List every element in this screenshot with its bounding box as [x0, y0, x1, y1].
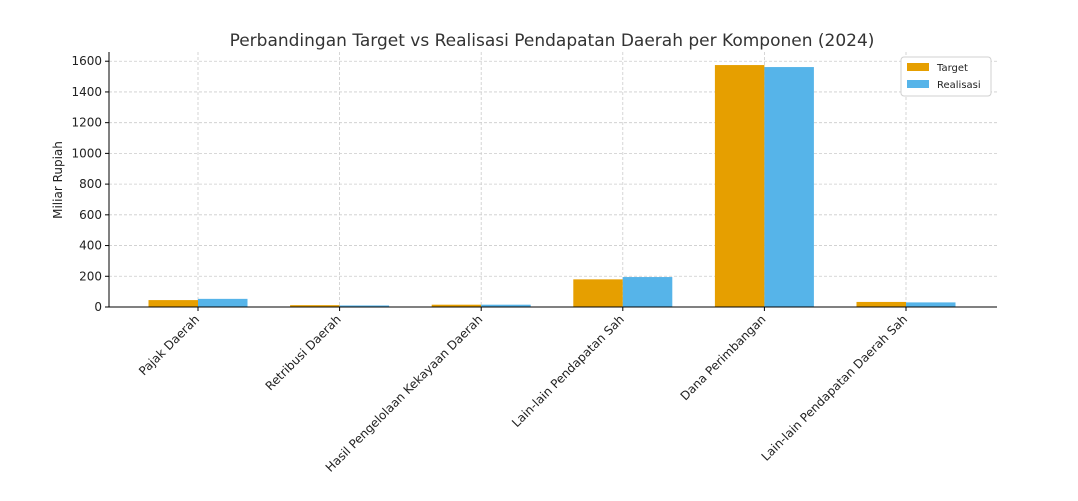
bar-target-5	[856, 301, 906, 307]
x-tick-label: Pajak Daerah	[136, 312, 202, 378]
y-tick-label: 1400	[71, 85, 102, 99]
x-tick-label: Retribusi Daerah	[263, 312, 344, 393]
bar-target-4	[714, 65, 765, 308]
y-tick-label: 400	[79, 239, 102, 253]
legend-swatch-realisasi	[907, 80, 929, 88]
y-tick-label: 200	[79, 269, 102, 283]
x-tick-label: Lain-lain Pendapatan Sah	[509, 312, 627, 430]
y-tick-label: 600	[79, 208, 102, 222]
y-tick-label: 1600	[71, 54, 102, 68]
bar-target-1	[290, 305, 340, 307]
bar-realisasi-2	[481, 304, 531, 307]
y-axis-label: Miliar Rupiah	[51, 141, 65, 219]
legend: Target Realisasi	[900, 56, 992, 97]
legend-label-realisasi: Realisasi	[937, 80, 981, 91]
bars-layer	[148, 65, 956, 308]
bar-realisasi-3	[622, 277, 673, 307]
x-tick-label: Dana Perimbangan	[678, 312, 769, 403]
axes-layer: 0 200 400 600 800 1000 1200 1400 1600 Pajak Daera…	[71, 52, 997, 475]
bar-realisasi-0	[198, 298, 248, 307]
bar-realisasi-4	[764, 67, 814, 307]
y-tick-label: 1000	[71, 146, 102, 160]
grid-layer	[109, 52, 997, 308]
bar-realisasi-1	[339, 305, 390, 307]
chart-title: Perbandingan Target vs Realisasi Pendapa…	[230, 31, 875, 51]
bar-target-3	[573, 279, 623, 307]
bar-realisasi-5	[906, 302, 956, 307]
legend-label-target: Target	[936, 63, 968, 74]
y-tick-label: 0	[94, 300, 102, 314]
y-tick-label: 1200	[71, 116, 102, 130]
x-tick-label: Hasil Pengelolaan Kekayaan Daerah	[323, 312, 486, 475]
bar-target-0	[148, 300, 198, 307]
y-tick-label: 800	[79, 177, 102, 191]
bar-target-2	[431, 304, 482, 307]
legend-swatch-target	[907, 63, 929, 71]
x-tick-label: Lain-lain Pendapatan Daerah Sah	[759, 312, 910, 463]
